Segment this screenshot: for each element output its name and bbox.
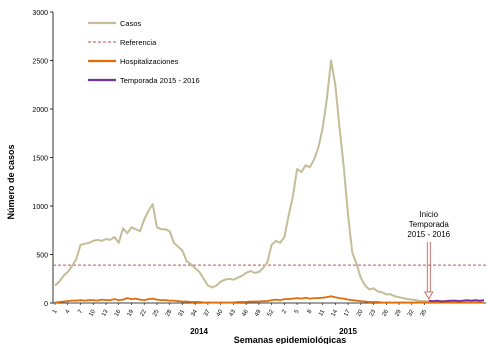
x-tick-label: 22	[139, 308, 148, 317]
y-tick-label: 1500	[32, 156, 48, 163]
y-tick-label: 1000	[32, 204, 48, 211]
series-line-temporada-2015-2016	[428, 299, 485, 303]
legend-label-referencia: Referencia	[120, 38, 157, 47]
x-tick-label: 19	[127, 308, 136, 317]
x-tick-label: 14	[331, 308, 340, 317]
x-tick-label: 37	[203, 308, 212, 317]
x-tick-label: 35	[420, 308, 429, 317]
annotation-arrow-head	[424, 291, 434, 300]
x-tick-label: 10	[88, 308, 97, 317]
annotation-text: 2015 - 2016	[407, 230, 450, 239]
x-tick-label: 52	[267, 308, 276, 317]
x-tick-label: 34	[190, 308, 199, 317]
annotation-text: Temporada	[409, 220, 450, 229]
x-tick-label: 20	[356, 308, 365, 317]
y-tick-label: 0	[44, 301, 48, 308]
x-tick-label: 13	[101, 308, 110, 317]
legend-label-hospitalizaciones: Hospitalizaciones	[120, 57, 179, 66]
series-line-casos	[54, 59, 485, 303]
x-tick-label: 31	[178, 308, 187, 317]
x-tick-label: 25	[152, 308, 161, 317]
x-tick-label: 23	[369, 308, 378, 317]
x-tick-label: 28	[165, 308, 174, 317]
x-tick-label: 26	[381, 308, 390, 317]
y-tick-label: 3000	[32, 10, 48, 17]
legend-label-temporada-2015-2016: Temporada 2015 - 2016	[120, 76, 200, 85]
x-tick-label: 46	[241, 308, 250, 317]
x-axis-label: Semanas epidemiológicas	[234, 335, 347, 344]
x-tick-label: 17	[343, 308, 352, 317]
x-tick-label: 8	[307, 308, 314, 314]
y-axis-label: Número de casos	[6, 144, 16, 219]
x-tick-label: 4	[65, 308, 72, 314]
x-tick-label: 32	[407, 308, 416, 317]
year-label-2014: 2014	[190, 327, 208, 336]
x-tick-label: 16	[114, 308, 123, 317]
year-label-2015: 2015	[339, 327, 357, 336]
x-tick-label: 11	[318, 308, 327, 317]
axes	[52, 12, 486, 304]
y-tick-label: 2500	[32, 59, 48, 66]
series-layer	[53, 59, 486, 304]
y-tick-label: 2000	[32, 107, 48, 114]
x-tick-label: 1	[52, 308, 59, 314]
annotation-text: Inicio	[419, 210, 438, 219]
x-axis: 1 4 7 10 13 16 19 22 25 28 31 34 37 40 43 46 49 52 2 5 8 11 14…	[52, 303, 429, 318]
x-tick-label: 29	[394, 308, 403, 317]
x-tick-label: 5	[294, 308, 301, 314]
y-tick-label: 500	[36, 253, 48, 260]
series-line-hospitalizaciones	[54, 295, 484, 304]
x-tick-label: 2	[281, 308, 288, 314]
x-tick-label: 43	[229, 308, 238, 317]
legend: Casos Referencia Hospitalizaciones Temporad…	[88, 19, 200, 85]
y-axis: 0 500 1000 1500 2000 2500 3000	[32, 10, 53, 308]
legend-label-casos: Casos	[120, 19, 142, 28]
x-tick-label: 49	[254, 308, 263, 317]
x-tick-label: 7	[77, 308, 84, 314]
x-tick-label: 40	[216, 308, 225, 317]
